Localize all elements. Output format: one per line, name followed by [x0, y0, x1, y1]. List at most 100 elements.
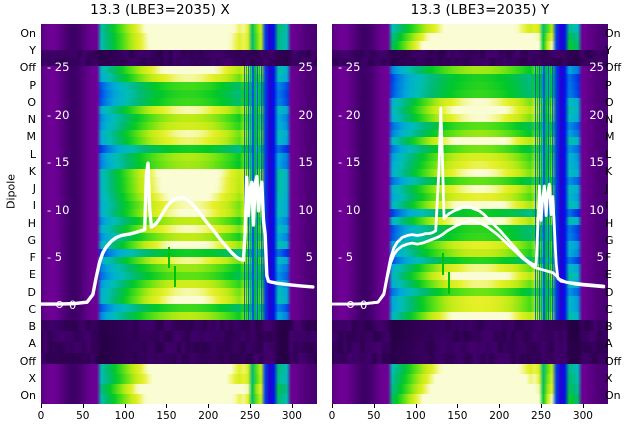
category-tick-label: G [27, 233, 36, 247]
inner-tick-label: - 5 [338, 250, 354, 265]
inner-tick-label: 25 [298, 60, 313, 74]
category-tick-label: P [29, 78, 36, 92]
x-axis-tick-label: 0 [37, 410, 45, 422]
origin-marker-x [55, 300, 63, 308]
category-tick-label: H [605, 216, 614, 230]
category-tick-label: C [28, 302, 36, 316]
beam-trace-y [332, 24, 608, 404]
category-tick-label: A [28, 337, 36, 351]
inner-tick-label: - 25 [47, 60, 70, 74]
category-tick-label: B [28, 320, 36, 334]
x-axis-tick [41, 404, 42, 408]
x-axis-tick-label: 300 [281, 410, 302, 422]
category-tick-label: L [605, 147, 612, 161]
category-tick-label: F [29, 251, 36, 265]
category-tick-label: Off [605, 354, 622, 368]
category-tick-label: B [605, 320, 613, 334]
category-tick-label: N [605, 113, 614, 127]
x-axis-tick [499, 404, 501, 408]
category-tick-label: L [29, 147, 36, 161]
x-axis-tick [208, 404, 210, 408]
category-tick-label: Y [605, 44, 612, 58]
category-tick-label: M [605, 130, 615, 144]
origin-marker-y [346, 300, 354, 308]
category-tick-label: Off [605, 61, 622, 75]
panel-y: 13.3 (LBE3=2035) Y - 25 25 - 20 20 - 15 15 - 1… [320, 0, 640, 440]
inner-tick-label: 5 [596, 250, 604, 265]
category-tick-label: Off [19, 61, 36, 75]
category-tick-label: C [605, 302, 613, 316]
inner-tick-label: 10 [298, 202, 313, 217]
x-axis-tick-label: 100 [405, 410, 426, 422]
inner-tick-zero: 0 [69, 298, 77, 312]
x-axis-tick [166, 404, 168, 408]
x-axis-tick-label: 250 [531, 410, 552, 422]
category-tick-label: A [605, 337, 613, 351]
inner-tick-label: - 10 [338, 202, 361, 217]
inner-tick-label: - 15 [338, 155, 361, 170]
category-tick-label: J [605, 182, 609, 196]
category-tick-label: G [605, 233, 614, 247]
category-tick-label: J [32, 182, 36, 196]
category-tick-label: E [29, 268, 36, 282]
category-tick-label: E [605, 268, 612, 282]
inner-tick-zero: 0 [360, 298, 368, 312]
category-tick-label: O [605, 95, 614, 109]
x-axis-left: 0 50 100 150 200 250 300 [0, 404, 320, 440]
x-axis-tick-label: 250 [240, 410, 261, 422]
category-tick-label: I [605, 199, 609, 213]
inner-tick-label: 20 [298, 107, 313, 122]
heatmap-image-x [41, 24, 317, 404]
inner-tick-label: 10 [589, 202, 604, 217]
category-tick-label: D [27, 285, 36, 299]
category-axis-right: On Y Off P O N M L K J I H G F E D C B A Off X On [600, 24, 640, 404]
category-tick-label: P [605, 78, 612, 92]
x-axis-tick [457, 404, 459, 408]
inner-tick-label: 25 [589, 60, 604, 74]
category-tick-label: On [605, 389, 621, 402]
x-axis-tick-label: 0 [328, 410, 336, 422]
inner-tick-label: - 20 [338, 107, 361, 122]
inner-tick-label: - 10 [47, 202, 70, 217]
heatmap-plot-x: - 25 25 - 20 20 - 15 15 - 10 10 - 5 5 0 [41, 24, 317, 404]
panel-x: 13.3 (LBE3=2035) X - 25 25 - 20 20 - 15 15 - 1… [0, 2, 320, 440]
category-tick-label: F [605, 251, 612, 265]
x-axis-tick-label: 300 [572, 410, 593, 422]
x-axis-tick [250, 404, 252, 408]
category-tick-label: D [605, 285, 614, 299]
category-tick-label: On [20, 27, 36, 40]
category-tick-label: On [605, 27, 621, 40]
category-tick-label: X [28, 371, 36, 385]
x-axis-tick [291, 404, 293, 408]
inner-tick-label: 20 [589, 107, 604, 122]
inner-tick-label: - 20 [47, 107, 70, 122]
x-axis-tick [415, 404, 417, 408]
panel-x-title: 13.3 (LBE3=2035) X [90, 2, 230, 18]
x-axis-tick-label: 150 [156, 410, 177, 422]
inner-tick-label: 15 [589, 155, 604, 170]
category-tick-label: On [20, 389, 36, 402]
x-axis-tick-label: 200 [489, 410, 510, 422]
category-tick-label: O [27, 95, 36, 109]
inner-tick-label: 5 [305, 250, 313, 265]
heatmap-plot-y: - 25 25 - 20 20 - 15 15 - 10 10 - 5 5 0 [332, 24, 608, 404]
x-axis-tick [373, 404, 375, 408]
x-axis-tick [332, 404, 333, 408]
x-axis-right: 0 50 100 150 200 250 300 [320, 404, 640, 440]
category-tick-label: M [26, 130, 37, 144]
inner-tick-label: - 5 [47, 250, 63, 265]
x-axis-tick [124, 404, 126, 408]
inner-tick-label: - 25 [338, 60, 361, 74]
category-axis-left: On Y Off P O N M L K J I H G F E D C B A Off X On [0, 24, 40, 404]
x-axis-tick-label: 50 [76, 410, 90, 422]
heatmap-image-y [332, 24, 608, 404]
x-axis-tick [582, 404, 584, 408]
inner-tick-label: 15 [298, 155, 313, 170]
x-axis-tick-label: 150 [447, 410, 468, 422]
category-tick-label: Off [19, 354, 36, 368]
category-tick-label: I [32, 199, 36, 213]
x-axis-tick-label: 200 [198, 410, 219, 422]
panel-y-title: 13.3 (LBE3=2035) Y [410, 2, 550, 18]
x-axis-tick-label: 50 [367, 410, 381, 422]
